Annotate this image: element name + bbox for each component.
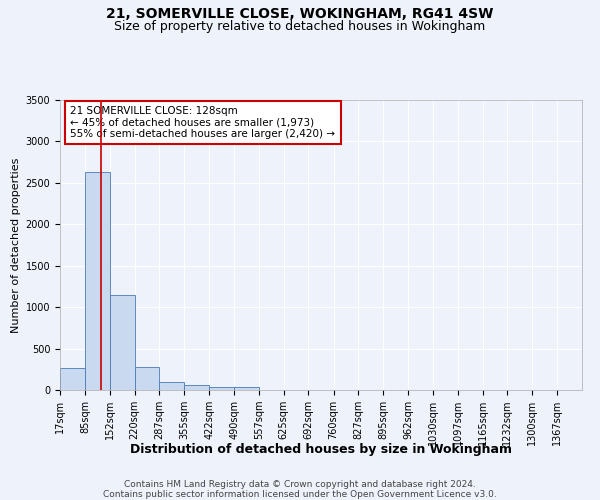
Bar — [110, 294, 135, 390]
Bar — [60, 368, 85, 390]
Text: Contains public sector information licensed under the Open Government Licence v3: Contains public sector information licen… — [103, 490, 497, 499]
Bar — [135, 367, 160, 390]
Text: 21 SOMERVILLE CLOSE: 128sqm
← 45% of detached houses are smaller (1,973)
55% of : 21 SOMERVILLE CLOSE: 128sqm ← 45% of det… — [70, 106, 335, 139]
Text: 21, SOMERVILLE CLOSE, WOKINGHAM, RG41 4SW: 21, SOMERVILLE CLOSE, WOKINGHAM, RG41 4S… — [106, 8, 494, 22]
Bar — [160, 382, 184, 390]
Y-axis label: Number of detached properties: Number of detached properties — [11, 158, 22, 332]
Text: Size of property relative to detached houses in Wokingham: Size of property relative to detached ho… — [115, 20, 485, 33]
Text: Distribution of detached houses by size in Wokingham: Distribution of detached houses by size … — [130, 442, 512, 456]
Bar — [85, 172, 110, 390]
Text: Contains HM Land Registry data © Crown copyright and database right 2024.: Contains HM Land Registry data © Crown c… — [124, 480, 476, 489]
Bar — [234, 387, 259, 390]
Bar — [184, 386, 209, 390]
Bar — [209, 386, 234, 390]
